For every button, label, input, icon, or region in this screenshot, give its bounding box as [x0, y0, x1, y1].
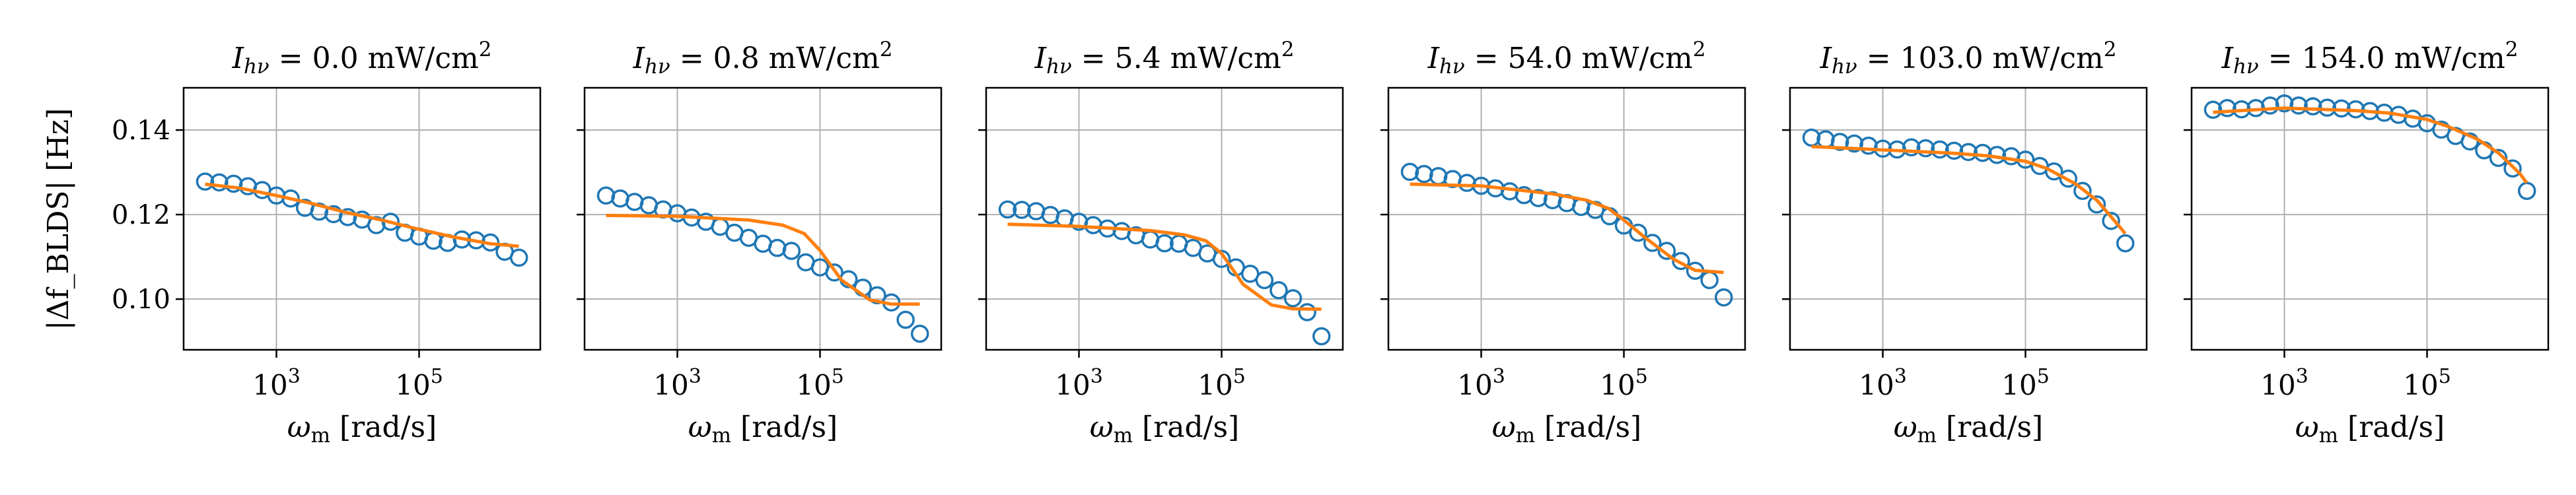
x-tick-label: 105 — [1198, 365, 1246, 401]
data-point — [2116, 234, 2135, 253]
x-tick-label: 105 — [2001, 365, 2050, 401]
axes-frame — [2190, 86, 2550, 351]
data-point — [2044, 162, 2063, 181]
x-tick-label: 103 — [1457, 365, 1505, 401]
data-point — [1400, 162, 1419, 182]
data-point — [868, 286, 886, 305]
data-point — [896, 310, 915, 329]
axes-frame — [583, 86, 943, 351]
data-point — [1802, 128, 1821, 147]
chart-title: Ihν = 103.0 mW/cm2 — [1820, 38, 2117, 79]
chart-panel-5: 103 105 ωm [rad/s] Ihν = 103.0 mW/cm2 — [1782, 38, 2148, 447]
data-point — [1255, 271, 1274, 290]
fit-line — [205, 182, 519, 248]
data-point — [910, 324, 929, 343]
x-tick-label: 105 — [395, 365, 443, 401]
data-point — [2102, 211, 2120, 230]
data-point — [1830, 133, 1849, 151]
data-point — [1902, 138, 1921, 157]
chart-panel-6: 103 105 ωm [rad/s] Ihν = 154.0 mW/cm2 — [2184, 38, 2550, 447]
data-point — [1312, 327, 1331, 346]
axes-frame — [1387, 86, 1746, 351]
data-point — [2303, 97, 2322, 116]
data-point — [2073, 182, 2092, 200]
data-point — [1529, 189, 1548, 207]
data-point — [2489, 148, 2508, 168]
data-point — [2261, 96, 2279, 115]
axes-frame — [182, 86, 542, 351]
data-point — [2059, 169, 2078, 188]
chart-panel-2: 103 105 ωm [rad/s] Ihν = 0.8 mW/cm2 — [577, 38, 943, 447]
data-point — [1959, 143, 1978, 162]
y-tick-label: 0.12 — [112, 200, 170, 230]
data-point — [2203, 100, 2223, 119]
x-tick-label: 103 — [1859, 365, 1907, 401]
fit-line — [1007, 222, 1322, 311]
data-point — [1672, 251, 1690, 271]
chart-panels: 0.10 0.12 0.14 103 105 ωm [rad/s] Ihν = 0.0 mW… — [112, 38, 2550, 447]
y-axis-label: |Δf_BLDS| [Hz] — [42, 108, 75, 331]
data-point — [2275, 94, 2294, 113]
data-point — [998, 200, 1017, 219]
x-tick-label: 105 — [1600, 365, 1648, 401]
data-point — [2318, 98, 2337, 117]
x-tick-label: 105 — [796, 365, 844, 401]
chart-panel-1: 0.10 0.12 0.14 103 105 ωm [rad/s] Ihν = 0.0 mW… — [112, 38, 542, 447]
data-point — [1013, 201, 1031, 219]
data-point — [1155, 234, 1174, 253]
y-tick-label: 0.14 — [112, 116, 170, 146]
data-point — [196, 172, 215, 191]
axes-frame — [985, 86, 1344, 351]
data-point — [2289, 96, 2308, 115]
chart-panel-4: 103 105 ωm [rad/s] Ihν = 54.0 mW/cm2 — [1380, 38, 1746, 447]
data-point — [1916, 139, 1935, 158]
data-point — [210, 173, 229, 192]
data-point — [1945, 141, 1964, 160]
data-point — [782, 242, 801, 260]
data-point — [2087, 195, 2106, 214]
fit-line — [1410, 182, 1724, 275]
x-tick-label: 103 — [653, 365, 701, 401]
chart-title: Ihν = 154.0 mW/cm2 — [2221, 38, 2519, 79]
chart-title: Ihν = 54.0 mW/cm2 — [1427, 38, 1706, 79]
data-point — [1643, 234, 1662, 252]
data-point — [2503, 159, 2522, 178]
chart-title: Ihν = 0.0 mW/cm2 — [232, 38, 492, 79]
data-point — [1973, 143, 1992, 162]
x-axis-label: ωm [rad/s] — [1492, 411, 1641, 447]
fit-line — [2213, 106, 2528, 184]
data-point — [1270, 280, 1288, 300]
x-axis-label: ωm [rad/s] — [688, 411, 838, 447]
chart-title: Ihν = 0.8 mW/cm2 — [633, 38, 893, 79]
data-point — [1212, 249, 1231, 269]
fit-line — [606, 213, 920, 306]
x-tick-label: 103 — [2260, 365, 2308, 401]
x-axis-label: ωm [rad/s] — [2295, 411, 2445, 447]
x-tick-label: 103 — [1055, 365, 1103, 401]
data-point — [1931, 140, 1949, 159]
axes-frame — [1789, 86, 2148, 351]
y-tick-label: 0.10 — [112, 284, 170, 315]
data-point — [2218, 98, 2236, 117]
fit-line — [1811, 145, 2127, 235]
x-axis-label: ωm [rad/s] — [287, 411, 437, 447]
data-point — [1298, 303, 1316, 321]
data-point — [509, 248, 528, 267]
data-point — [1415, 164, 1433, 183]
data-point — [1657, 242, 1676, 260]
x-tick-label: 105 — [2403, 365, 2451, 401]
chart-panel-3: 103 105 ωm [rad/s] Ihν = 5.4 mW/cm2 — [978, 38, 1344, 447]
data-point — [2517, 182, 2536, 200]
data-point — [1629, 223, 1647, 242]
data-point — [1283, 289, 1303, 308]
data-point — [825, 263, 843, 282]
data-point — [1714, 288, 1733, 307]
x-axis-label: ωm [rad/s] — [1090, 411, 1239, 447]
chart-title: Ihν = 5.4 mW/cm2 — [1034, 38, 1295, 79]
data-point — [1845, 134, 1864, 153]
x-tick-label: 103 — [252, 365, 301, 401]
x-axis-label: ωm [rad/s] — [1894, 411, 2043, 447]
